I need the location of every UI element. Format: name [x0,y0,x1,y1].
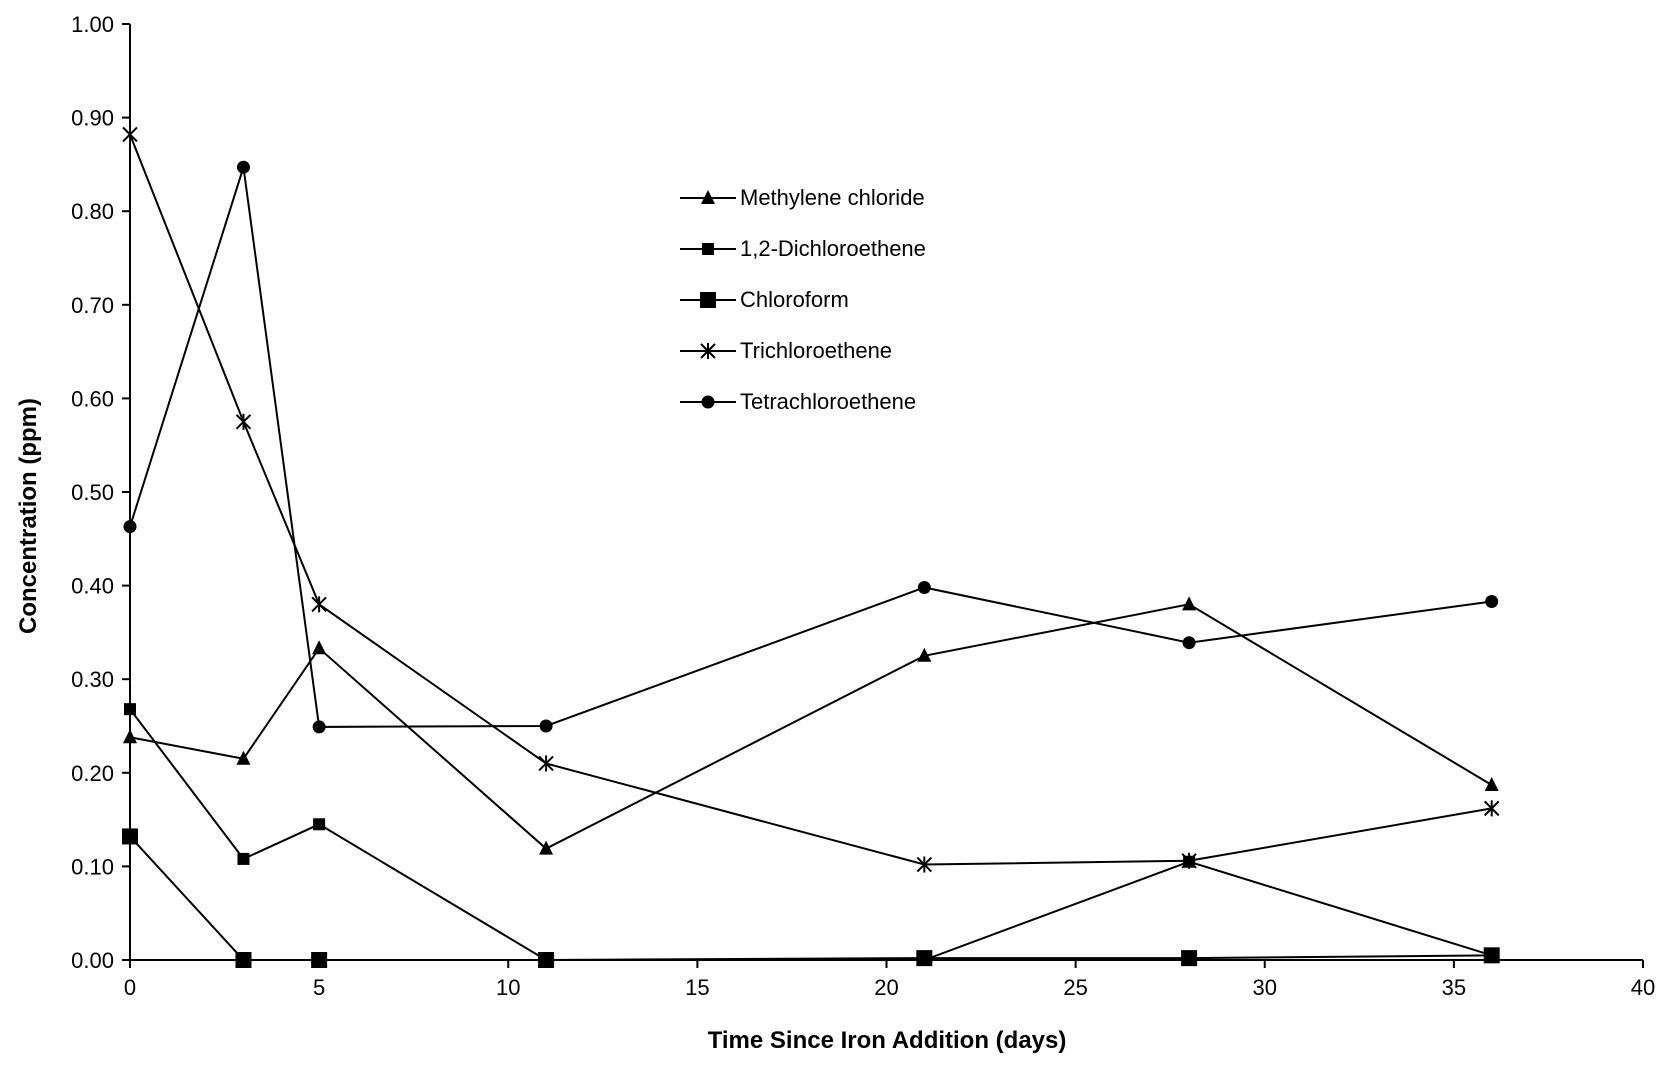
y-tick-label: 0.00 [71,948,114,973]
x-tick-label: 0 [124,975,136,1000]
legend-marker [700,343,716,359]
x-tick-label: 30 [1253,975,1277,1000]
data-point-tetrachloroethene [539,719,553,733]
data-point-trichloroethene [1181,852,1197,869]
y-axis-ticks: 0.00 0.10 0.20 0.30 0.40 0.50 0.60 0.70 0.80 0.90… [71,12,130,973]
legend-label: Methylene chloride [740,185,925,210]
x-tick-label: 10 [496,975,520,1000]
data-point-tetrachloroethene [312,720,326,734]
data-point-trichloroethene [311,596,327,613]
data-point-methylene-chloride [123,729,137,744]
data-point-trichloroethene [1483,800,1500,817]
data-point-chloroform [1483,947,1500,964]
data-point-1-2-dichloroethene [237,852,250,865]
legend-item-tetrachloroethene: Tetrachloroethene [680,389,916,414]
y-tick-label: 0.20 [71,761,114,786]
data-point-chloroform [916,950,933,967]
legend-item-methylene-chloride: Methylene chloride [680,185,925,210]
data-point-methylene-chloride [917,647,932,662]
data-point-chloroform [1181,950,1198,967]
data-point-tetrachloroethene [123,520,137,534]
x-tick-label: 20 [874,975,898,1000]
legend-item-1-2-dichloroethene: 1,2-Dichloroethene [680,236,926,261]
data-point-chloroform [311,952,328,968]
data-point-1-2-dichloroethene [124,703,136,716]
legend: Methylene chloride 1,2-Dichloroethene Chlo… [680,185,926,414]
x-tick-label: 40 [1631,975,1655,1000]
legend-label: 1,2-Dichloroethene [740,236,926,261]
x-tick-label: 25 [1063,975,1087,1000]
y-tick-label: 0.90 [71,106,114,131]
data-point-tetrachloroethene [236,160,250,174]
series-markers [122,126,1500,968]
legend-label: Chloroform [740,287,849,312]
data-point-trichloroethene [235,413,252,430]
data-point-chloroform [538,952,555,968]
y-tick-label: 0.30 [71,667,114,692]
legend-item-chloroform: Chloroform [680,287,849,312]
data-point-methylene-chloride [1182,596,1197,611]
legend-label: Trichloroethene [740,338,892,363]
x-tick-label: 5 [313,975,325,1000]
data-point-methylene-chloride [539,840,554,855]
y-tick-label: 0.70 [71,293,114,318]
y-tick-label: 0.40 [71,574,114,599]
x-axis-ticks: 0 5 10 15 20 25 30 35 40 [124,960,1655,1000]
x-axis-title: Time Since Iron Addition (days) [708,1027,1067,1054]
legend-marker [702,243,714,255]
y-tick-label: 0.60 [71,386,114,411]
data-point-trichloroethene [916,856,933,873]
data-point-tetrachloroethene [1182,636,1196,650]
y-tick-label: 1.00 [71,12,114,37]
legend-item-trichloroethene: Trichloroethene [680,338,892,363]
data-point-trichloroethene [122,126,138,143]
y-tick-label: 0.10 [71,854,114,879]
x-tick-label: 15 [685,975,709,1000]
series-line-chloroform [129,835,1492,961]
x-tick-label: 35 [1442,975,1466,1000]
data-point-tetrachloroethene [917,580,931,594]
data-point-methylene-chloride [1484,776,1499,791]
y-tick-label: 0.50 [71,480,114,505]
legend-label: Tetrachloroethene [740,389,916,414]
data-point-1-2-dichloroethene [313,818,326,831]
data-point-methylene-chloride [312,640,327,655]
data-point-tetrachloroethene [1485,595,1499,609]
legend-marker [701,190,715,204]
data-point-chloroform [235,952,252,968]
legend-marker [701,395,715,409]
data-point-trichloroethene [538,755,554,772]
y-tick-label: 0.80 [71,199,114,224]
axes [129,24,1643,961]
legend-marker [700,292,716,308]
y-axis-title: Concentration (ppm) [15,398,42,634]
data-point-chloroform [122,828,138,845]
data-point-methylene-chloride [236,750,251,765]
